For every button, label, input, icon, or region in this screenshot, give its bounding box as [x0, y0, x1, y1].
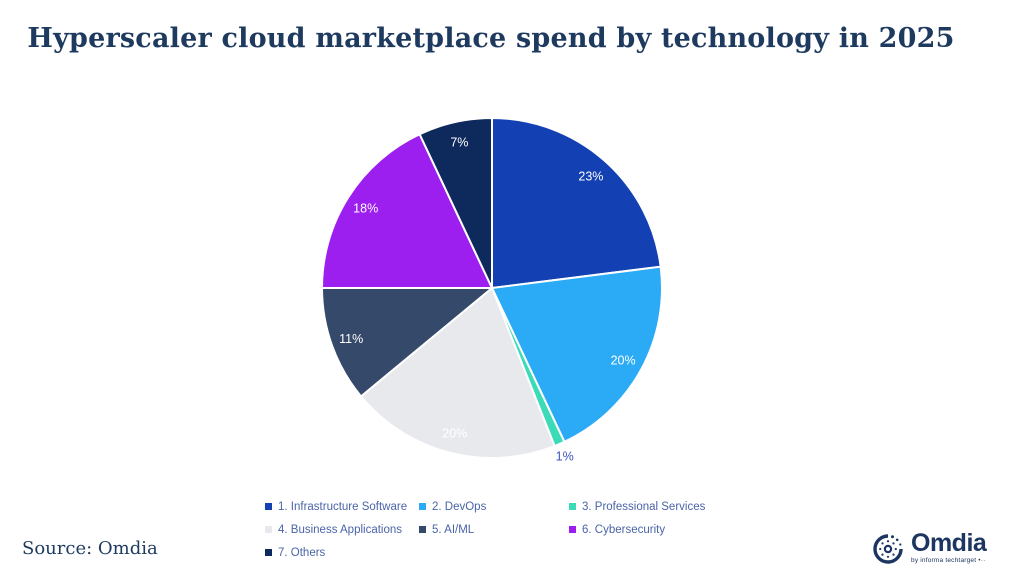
page-title: Hyperscaler cloud marketplace spend by t… [27, 23, 955, 54]
legend-label: 1. Infrastructure Software [278, 500, 408, 513]
pie-chart-svg: 23% 20% 1% 20% 11% 18% 7% [320, 116, 664, 463]
pie-slice-1 [491, 116, 662, 290]
legend-swatch-icon [265, 503, 272, 510]
pie-slice-label-4: 20% [442, 426, 467, 440]
omdia-logo-wordmark: Omdia [911, 529, 987, 557]
legend-item-4: 4. Business Applications [265, 522, 419, 537]
legend-swatch-icon [569, 503, 576, 510]
legend-swatch-icon [419, 526, 426, 533]
legend-item-6: 6. Cybersecurity [569, 522, 705, 537]
legend-label: 3. Professional Services [582, 500, 706, 513]
pie-slice-label-2: 20% [611, 354, 636, 368]
pie-slice-7 [418, 116, 493, 289]
omdia-logo-tagline: by informa techtarget •·· [911, 557, 986, 564]
legend-item-3: 3. Professional Services [569, 499, 705, 514]
pie-chart: 23% 20% 1% 20% 11% 18% 7% [297, 93, 687, 483]
legend-swatch-icon [569, 526, 576, 533]
legend-item-5: 5. AI/ML [419, 522, 569, 537]
source-note: Source: Omdia [22, 538, 158, 559]
legend-swatch-icon [265, 549, 272, 556]
omdia-logo-icon [873, 534, 903, 564]
pie-slice-4 [359, 286, 556, 459]
legend-label: 6. Cybersecurity [582, 523, 666, 536]
legend-swatch-icon [265, 526, 272, 533]
pie-slice-label-6: 18% [353, 201, 378, 215]
pie-slice-label-5: 11% [339, 332, 363, 346]
pie-slice-5 [320, 287, 495, 398]
legend-label: 2. DevOps [432, 500, 487, 513]
legend-item-1: 1. Infrastructure Software [265, 499, 419, 514]
chart-legend: 1. Infrastructure Software 2. DevOps 3. Pr… [265, 499, 705, 560]
pie-slice-label-3: 1% [556, 449, 574, 463]
legend-label: 7. Others [278, 546, 326, 559]
omdia-logo: Omdia by informa techtarget •·· [870, 529, 987, 567]
legend-item-2: 2. DevOps [419, 499, 569, 514]
pie-slice-2 [490, 265, 664, 444]
legend-swatch-icon [419, 503, 426, 510]
pie-slice-label-1: 23% [578, 169, 603, 183]
legend-label: 5. AI/ML [432, 523, 475, 536]
legend-item-7: 7. Others [265, 545, 419, 560]
pie-slice-6 [320, 132, 494, 289]
legend-label: 4. Business Applications [278, 523, 403, 536]
pie-slice-label-7: 7% [450, 136, 468, 150]
